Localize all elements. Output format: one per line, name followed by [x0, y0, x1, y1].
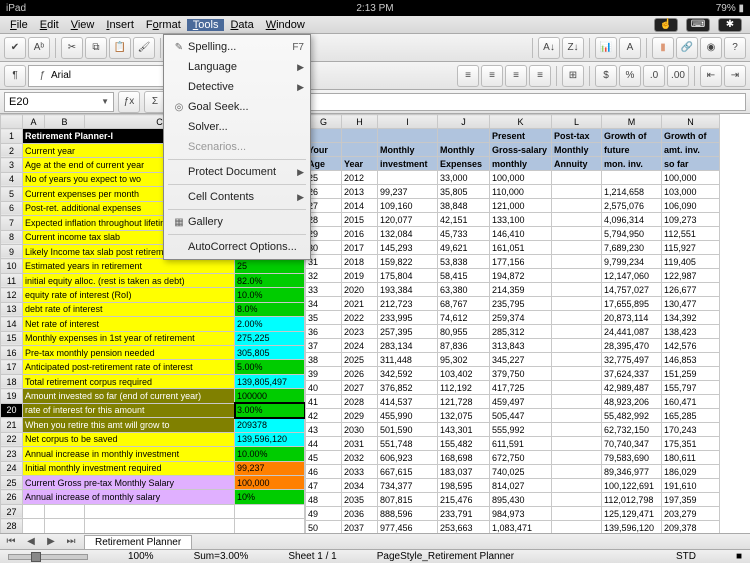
fx-icon: ƒ	[33, 70, 51, 81]
hyperlink-icon[interactable]: 🔗	[676, 37, 698, 59]
tab-next-icon[interactable]: ▶	[44, 536, 58, 547]
tab-prev-icon[interactable]: ◀	[24, 536, 38, 547]
currency-icon[interactable]: $	[595, 65, 617, 87]
spellcheck-icon[interactable]: ✔	[4, 37, 26, 59]
menu-view[interactable]: View	[65, 19, 101, 31]
menu-data[interactable]: Data	[224, 19, 259, 31]
cell-ref-value: E20	[9, 96, 29, 108]
sort-desc-icon[interactable]: Z↓	[562, 37, 584, 59]
chart-bar-icon[interactable]: ▮	[652, 37, 674, 59]
right-panel: GHIJKLMNPresentPost-taxGrowth ofGrowth o…	[305, 114, 720, 533]
sheet-tab[interactable]: Retirement Planner	[84, 535, 192, 549]
menu-window[interactable]: Window	[260, 19, 311, 31]
navigator-icon[interactable]: ◉	[700, 37, 722, 59]
tab-last-icon[interactable]: ⏭	[64, 536, 78, 547]
menu-item-gallery[interactable]: ▦Gallery	[164, 212, 310, 232]
styles-icon[interactable]: ¶	[4, 65, 26, 87]
clock: 2:13 PM	[106, 3, 644, 14]
format-paint-icon[interactable]: 🖌	[133, 37, 155, 59]
formula-bar: E20 ▼ ƒx Σ =	[0, 90, 750, 114]
status-pagestyle: PageStyle_Retirement Planner	[377, 551, 514, 562]
tools-dropdown: ✎Spelling...F7Language▶Detective▶◎Goal S…	[163, 34, 311, 260]
copy-icon[interactable]: ⧉	[85, 37, 107, 59]
ipad-status-bar: iPad 2:13 PM 79% ▮	[0, 0, 750, 16]
align-left-icon[interactable]: ≡	[457, 65, 479, 87]
chart-icon[interactable]: 📊	[595, 37, 617, 59]
remove-decimal-icon[interactable]: .00	[667, 65, 689, 87]
menu-item-solver-[interactable]: Solver...	[164, 117, 310, 137]
font-name-value: Arial	[51, 70, 71, 81]
menu-tools[interactable]: Tools	[187, 19, 225, 31]
align-justify-icon[interactable]: ≡	[529, 65, 551, 87]
sort-asc-icon[interactable]: A↓	[538, 37, 560, 59]
menu-item-autocorrect-options-[interactable]: AutoCorrect Options...	[164, 237, 310, 257]
align-center-icon[interactable]: ≡	[481, 65, 503, 87]
status-indicator: ■	[736, 551, 742, 562]
menu-item-goal-seek-[interactable]: ◎Goal Seek...	[164, 97, 310, 117]
menu-bar: File Edit View Insert Format Tools Data …	[0, 16, 750, 34]
toolbar-format: ¶ ƒ Arial ≡ ≡ ≡ ≡ ⊞ $ % .0 .00 ⇤ ⇥	[0, 62, 750, 90]
toolbar-main: ✔ Aᵇ ✂ ⧉ 📋 🖌 A↓ Z↓ 📊 A ▮ 🔗 ◉ ?	[0, 34, 750, 62]
function-wizard-icon[interactable]: ƒx	[118, 91, 140, 113]
menu-item-scenarios-: Scenarios...	[164, 137, 310, 157]
font-color-icon[interactable]: A	[619, 37, 641, 59]
touch-mode-icon[interactable]: ☝	[654, 18, 678, 32]
status-sheet: Sheet 1 / 1	[288, 551, 336, 562]
keyboard-icon[interactable]: ⌨	[686, 18, 710, 32]
tab-first-icon[interactable]: ⏮	[4, 536, 18, 547]
autospell-icon[interactable]: Aᵇ	[28, 37, 50, 59]
device-label: iPad	[6, 3, 106, 14]
dec-indent-icon[interactable]: ⇤	[700, 65, 722, 87]
zoom-value: 100%	[128, 551, 154, 562]
help-icon[interactable]: ?	[724, 37, 746, 59]
status-bar: 100% Sum=3.00% Sheet 1 / 1 PageStyle_Ret…	[0, 549, 750, 563]
status-mode: STD	[676, 551, 696, 562]
merge-cells-icon[interactable]: ⊞	[562, 65, 584, 87]
menu-edit[interactable]: Edit	[34, 19, 65, 31]
inc-indent-icon[interactable]: ⇥	[724, 65, 746, 87]
zoom-slider[interactable]	[8, 554, 88, 560]
cut-icon[interactable]: ✂	[61, 37, 83, 59]
battery: 79% ▮	[644, 3, 744, 14]
align-right-icon[interactable]: ≡	[505, 65, 527, 87]
spreadsheet[interactable]: ABCD1Retirement Planner-I2Current year3A…	[0, 114, 750, 533]
menu-item-protect-document[interactable]: Protect Document▶	[164, 162, 310, 182]
cell-reference[interactable]: E20 ▼	[4, 92, 114, 112]
menu-insert[interactable]: Insert	[100, 19, 140, 31]
menu-item-cell-contents[interactable]: Cell Contents▶	[164, 187, 310, 207]
settings-gear-icon[interactable]: ✱	[718, 18, 742, 32]
sheet-tab-bar: ⏮ ◀ ▶ ⏭ Retirement Planner	[0, 533, 750, 549]
menu-file[interactable]: File	[4, 19, 34, 31]
status-sum: Sum=3.00%	[194, 551, 249, 562]
percent-icon[interactable]: %	[619, 65, 641, 87]
menu-item-language[interactable]: Language▶	[164, 57, 310, 77]
add-decimal-icon[interactable]: .0	[643, 65, 665, 87]
paste-icon[interactable]: 📋	[109, 37, 131, 59]
menu-item-spelling-[interactable]: ✎Spelling...F7	[164, 37, 310, 57]
menu-format[interactable]: Format	[140, 19, 187, 31]
menu-item-detective[interactable]: Detective▶	[164, 77, 310, 97]
